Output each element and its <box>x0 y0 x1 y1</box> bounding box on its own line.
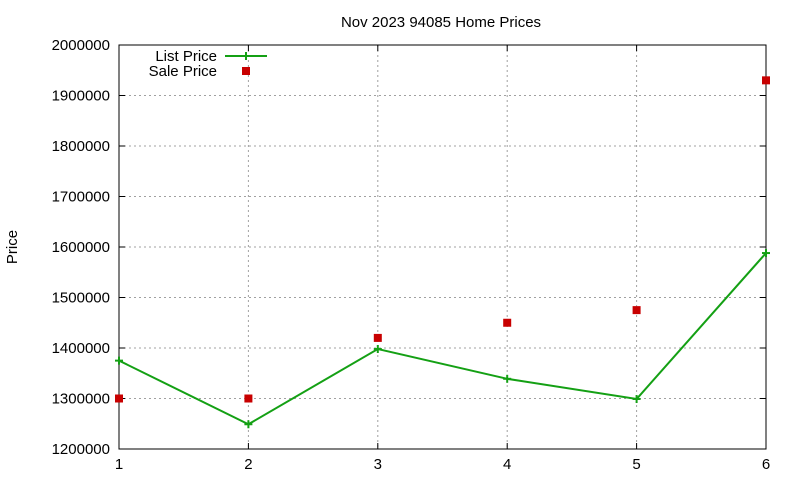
list-price-point <box>115 356 123 365</box>
x-tick-label: 2 <box>244 456 252 473</box>
y-tick-label: 2000000 <box>52 37 110 54</box>
sale-price-point <box>115 394 123 403</box>
sale-price-point <box>503 318 512 327</box>
chart-title: Nov 2023 94085 Home Prices <box>341 14 541 31</box>
ticks-layer: 1 2 3 4 5 6 1200000 1300000 1400000 1500000 160000… <box>52 37 771 473</box>
legend-marker-list-price <box>242 52 250 60</box>
legend-label-sale-price: Sale Price <box>149 63 217 80</box>
y-tick-label: 1400000 <box>52 340 110 357</box>
list-price-line <box>118 252 767 426</box>
list-price-point <box>503 374 512 383</box>
sale-price-point <box>373 333 382 342</box>
list-price-point <box>244 420 253 429</box>
legend: List Price Sale Price <box>149 48 267 80</box>
series-layer <box>115 76 770 429</box>
legend-label-list-price: List Price <box>155 48 217 65</box>
x-tick-label: 5 <box>632 456 640 473</box>
x-tick-label: 4 <box>503 456 511 473</box>
x-tick-label: 1 <box>115 456 123 473</box>
y-tick-label: 1900000 <box>52 88 110 105</box>
plot-frame <box>118 44 767 450</box>
list-price-point <box>373 345 382 354</box>
grid-layer <box>119 45 766 449</box>
list-price-point <box>762 249 770 258</box>
sale-price-point <box>762 76 770 85</box>
sale-price-point <box>244 394 253 403</box>
legend-marker-sale-price <box>242 67 250 75</box>
y-tick-label: 1500000 <box>52 290 110 307</box>
y-axis-label: Price <box>4 230 21 264</box>
y-tick-label: 1300000 <box>52 391 110 408</box>
sale-price-point <box>632 306 641 315</box>
y-tick-label: 1600000 <box>52 239 110 256</box>
y-tick-label: 1700000 <box>52 189 110 206</box>
y-tick-label: 1200000 <box>52 441 110 458</box>
x-tick-label: 3 <box>374 456 382 473</box>
x-tick-label: 6 <box>762 456 770 473</box>
list-price-point <box>632 395 641 404</box>
y-tick-label: 1800000 <box>52 138 110 155</box>
